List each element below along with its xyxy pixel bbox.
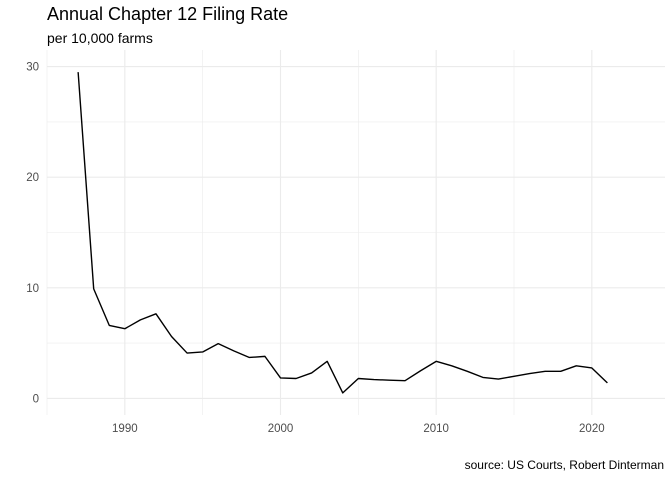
x-tick-label: 2000 (268, 423, 294, 435)
series-group (77, 72, 608, 394)
major-gridlines (47, 50, 665, 415)
x-axis-tick-labels: 1990 2000 2010 2020 (112, 423, 605, 435)
y-tick-label: 20 (26, 172, 39, 184)
y-tick-label: 10 (26, 283, 39, 295)
x-tick-label: 2010 (423, 423, 449, 435)
x-tick-label: 2020 (579, 423, 605, 435)
x-tick-label: 1990 (112, 423, 138, 435)
chart-title: Annual Chapter 12 Filing Rate (47, 4, 289, 24)
series-line (77, 72, 608, 394)
y-axis-tick-labels: 0 10 20 30 (26, 62, 39, 406)
chart-caption: source: US Courts, Robert Dinterman (464, 458, 664, 472)
y-tick-label: 0 (33, 393, 39, 405)
y-tick-label: 30 (26, 62, 39, 74)
minor-gridlines (46, 50, 665, 415)
chart-subtitle: per 10,000 farms (47, 30, 153, 46)
